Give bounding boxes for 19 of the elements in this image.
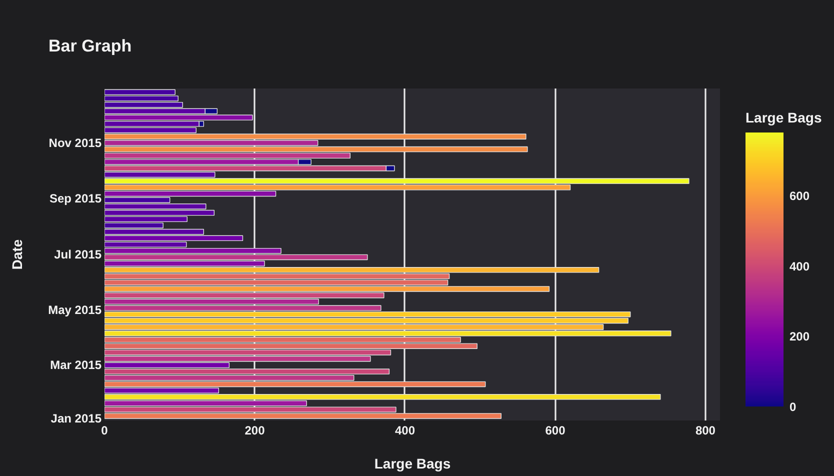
y-tick-label: Jan 2015 bbox=[50, 412, 102, 426]
x-tick-label: 0 bbox=[101, 424, 108, 438]
color-bar-label: 400 bbox=[790, 259, 810, 274]
y-axis-title: Date bbox=[9, 239, 26, 270]
y-tick-label: Jul 2015 bbox=[54, 248, 102, 262]
y-tick-label: Nov 2015 bbox=[48, 136, 102, 150]
y-tick-label: May 2015 bbox=[48, 302, 102, 317]
x-tick-label: 600 bbox=[545, 424, 566, 438]
color-bar-label: 600 bbox=[790, 189, 810, 204]
y-tick-label: Sep 2015 bbox=[49, 191, 102, 206]
y-tick-label: Mar 2015 bbox=[50, 358, 102, 372]
x-tick-label: 800 bbox=[695, 424, 716, 438]
chart-title: Bar Graph bbox=[48, 36, 132, 56]
color-bar-label: 0 bbox=[790, 400, 796, 414]
x-axis-title: Large Bags bbox=[374, 456, 451, 472]
color-bar-label: 200 bbox=[790, 330, 810, 344]
x-tick-label: 400 bbox=[394, 424, 416, 438]
x-tick-label: 200 bbox=[244, 424, 266, 438]
color-bar-title: Large Bags bbox=[746, 110, 822, 126]
